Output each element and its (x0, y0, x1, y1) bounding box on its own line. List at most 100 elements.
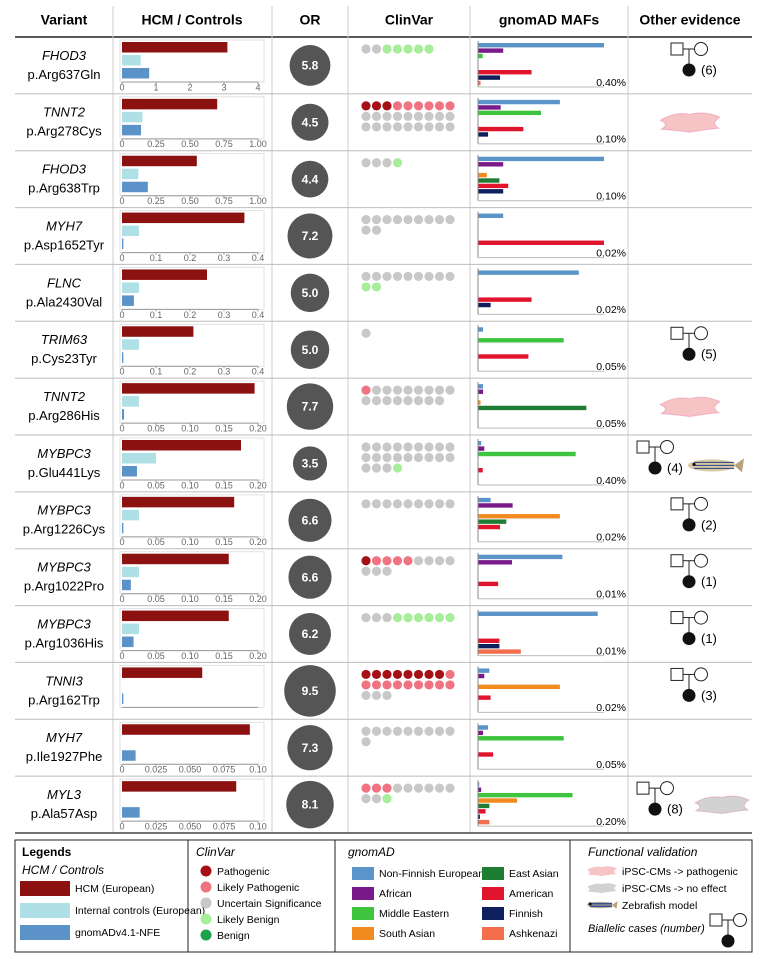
pedigree-mother (694, 610, 708, 625)
clinvar-dot (382, 214, 392, 225)
tick-label: 0.10 (249, 822, 267, 832)
tick-label: 0.20 (249, 424, 267, 434)
clinvar-dot (434, 783, 445, 793)
gnomad-bar (478, 70, 532, 75)
variant: p.Arg638Trp (28, 181, 100, 196)
pedigree-count: (6) (701, 62, 717, 77)
hcm-bar (122, 667, 203, 678)
pedigree-mother (733, 913, 747, 927)
tick-label: 0 (119, 765, 124, 775)
clinvar-dot (445, 452, 455, 463)
clinvar-dot (413, 452, 424, 463)
pedigree-child (682, 575, 696, 589)
clinvar-dot (445, 669, 455, 680)
gnomad-max: 0.01% (596, 645, 626, 657)
clinvar-dot (434, 452, 445, 463)
pedigree-mother (694, 42, 708, 56)
legend-label: East Asian (509, 868, 559, 880)
tick-label: 0.25 (147, 139, 165, 149)
gnomad-bar (478, 673, 485, 679)
gnomad-bar (478, 110, 541, 116)
clinvar-dot (413, 396, 424, 406)
clinvar-dot (382, 794, 392, 804)
clinvar-dot (413, 669, 424, 680)
pedigree-mother (694, 496, 708, 511)
column-header: OR (300, 12, 321, 28)
hcm-bar (122, 496, 235, 508)
pedigree-father (636, 781, 650, 795)
gnomad-bar (478, 156, 604, 162)
gnomad-max: 0.10% (596, 190, 626, 202)
variant: p.Arg1036His (25, 635, 104, 650)
zebrafish-eye (588, 902, 592, 906)
variant: p.Arg278Cys (26, 124, 102, 139)
tick-label: 0.2 (184, 310, 197, 320)
legend-label: Likely Benign (217, 914, 280, 926)
hcm-bar (122, 155, 197, 167)
clinvar-dot (371, 452, 382, 463)
tick-label: 0.4 (252, 253, 265, 263)
gnomad-bar (478, 446, 485, 451)
or-value: 6.2 (302, 627, 319, 641)
or-circle (289, 613, 331, 655)
pedigree-count: (3) (701, 688, 717, 703)
gnomad-bar (478, 99, 560, 105)
hcm-bar (122, 352, 124, 363)
or-value: 4.5 (302, 115, 319, 129)
clinvar-dot (361, 111, 371, 121)
tick-label: 0.10 (249, 765, 267, 775)
clinvar-dot (371, 566, 382, 576)
gnomad-bar (478, 189, 504, 194)
hcm-bar (122, 579, 131, 591)
hcm-bar (122, 295, 134, 306)
clinvar-dot (371, 44, 382, 54)
gnomad-max: 0.20% (596, 816, 626, 828)
tick-label: 0.075 (213, 822, 236, 832)
clinvar-dot (361, 690, 371, 701)
clinvar-dot (434, 122, 445, 132)
tick-label: 0.75 (215, 139, 233, 149)
legend-label: American (509, 888, 554, 900)
clinvar-dot (434, 271, 445, 282)
pedigree-mother (694, 553, 708, 568)
legend-label: South Asian (379, 928, 435, 940)
tick-label: 0.50 (181, 139, 199, 149)
legend-dot (200, 881, 212, 893)
tick-label: 0 (119, 424, 124, 434)
clinvar-dot (371, 463, 382, 473)
clinvar-dot (434, 111, 445, 121)
gnomad-bar (478, 814, 480, 819)
clinvar-dot (371, 499, 382, 509)
legend-swatch (482, 927, 504, 940)
clinvar-dot (392, 669, 403, 680)
clinvar-dot (371, 556, 382, 566)
hcm-bar (122, 282, 139, 293)
variant: p.Ala57Asp (31, 806, 98, 821)
clinvar-dot (445, 783, 455, 793)
clinvar-dot (434, 612, 445, 623)
pedigree-count: (8) (667, 802, 683, 817)
clinvar-dot (371, 122, 382, 132)
gnomad-bar (478, 524, 501, 530)
gnomad-bar (478, 132, 489, 137)
gnomad-max: 0.05% (596, 418, 626, 430)
legend-label: Zebrafish model (622, 900, 697, 912)
clinvar-dot (424, 669, 434, 680)
clinvar-dot (424, 122, 434, 132)
pedigree-child (682, 632, 696, 646)
gnomad-bar (478, 643, 500, 649)
clinvar-dot (361, 214, 371, 225)
pedigree-father (670, 611, 684, 625)
clinvar-dot (361, 794, 371, 804)
legend-dot (200, 913, 212, 925)
hcm-bar (122, 466, 137, 477)
variant: p.Glu441Lys (28, 465, 101, 480)
or-circle (284, 665, 336, 717)
clinvar-dot (382, 385, 392, 395)
clinvar-dot (361, 385, 371, 395)
gnomad-bar (478, 803, 490, 809)
or-circle (288, 498, 332, 542)
hcm-bar (122, 339, 139, 350)
tick-label: 3 (221, 82, 226, 92)
legend-swatch (482, 907, 504, 920)
